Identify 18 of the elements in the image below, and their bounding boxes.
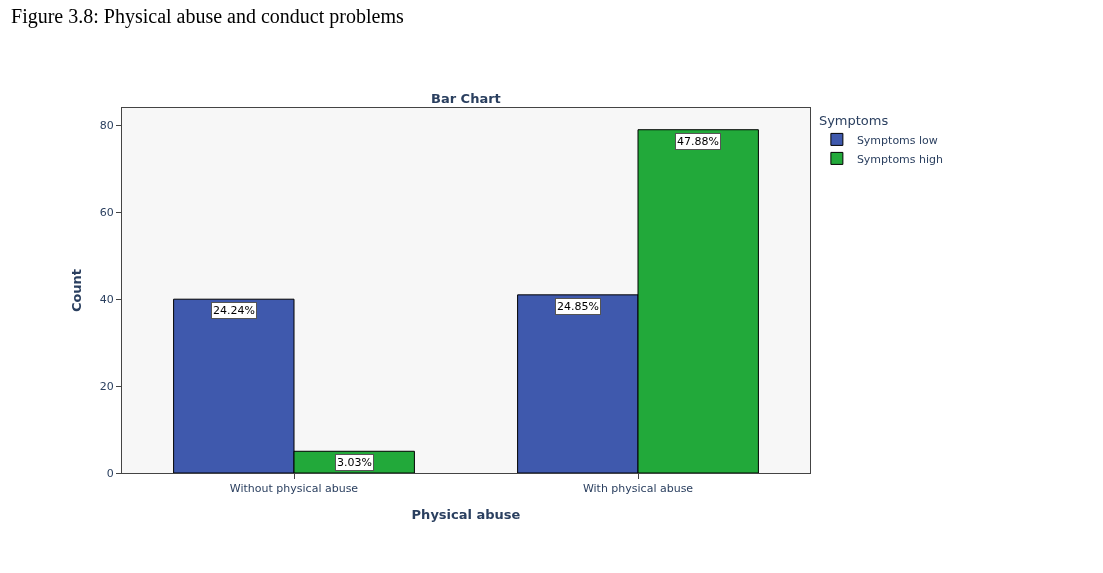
y-tick-label: 80 [99, 119, 114, 133]
x-tick-label: Without physical abuse [229, 482, 359, 496]
legend-title: Symptoms [818, 112, 889, 128]
annotation: 24.24% [213, 304, 255, 317]
y-tick-label: 20 [99, 379, 114, 393]
annotation: 47.88% [677, 135, 719, 148]
annotation: 24.85% [557, 300, 599, 313]
x-axis-title: Physical abuse [411, 506, 521, 522]
chart-title: Figure 3.8: Physical abuse and conduct problems [11, 4, 404, 28]
annotation: 3.03% [337, 456, 372, 469]
y-tick-label: 60 [99, 206, 114, 220]
legend-label: Symptoms high [856, 152, 944, 166]
y-tick-label: 40 [99, 293, 114, 307]
chart-subtitle: Bar Chart [431, 91, 501, 106]
y-tick-label: 0 [106, 466, 114, 480]
x-tick-label: With physical abuse [582, 482, 694, 496]
legend-label: Symptoms low [856, 133, 938, 147]
y-axis-title: Count [68, 268, 84, 313]
